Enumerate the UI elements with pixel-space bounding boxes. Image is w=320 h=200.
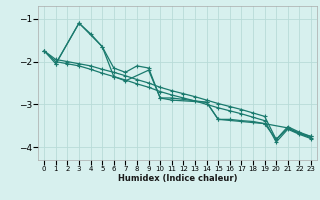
X-axis label: Humidex (Indice chaleur): Humidex (Indice chaleur) — [118, 174, 237, 183]
